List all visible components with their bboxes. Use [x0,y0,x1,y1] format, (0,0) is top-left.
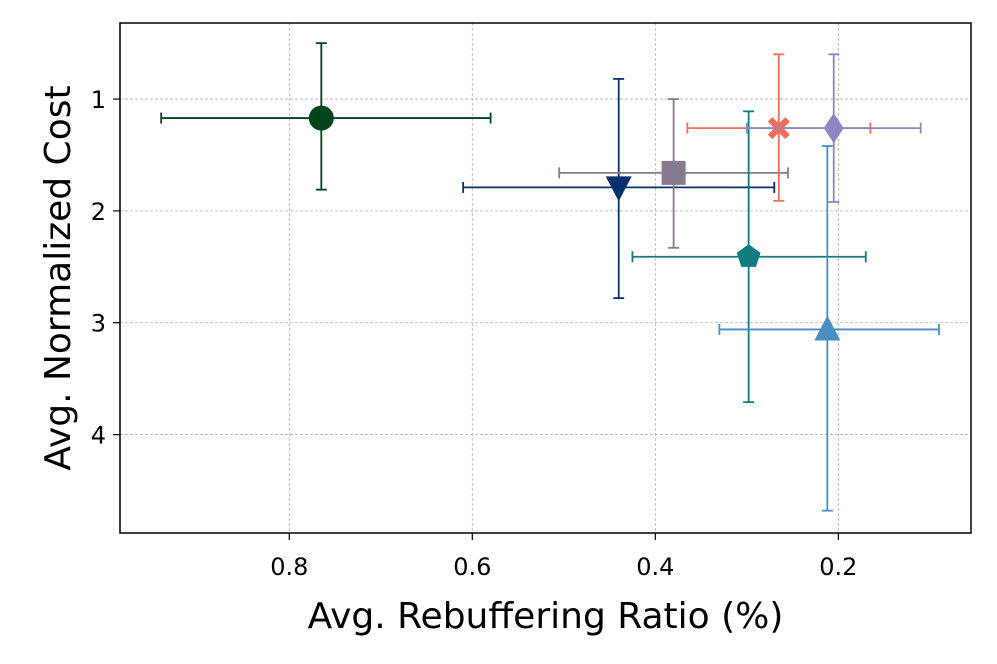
series-dark-green [160,42,492,191]
y-tick-label: 3 [91,310,106,338]
plot-frame [119,22,972,534]
x-axis-ticks: 0.8 0.6 0.4 0.2 [270,533,857,581]
x-tick-label: 0.6 [453,553,491,581]
y-tick-label: 4 [91,422,106,450]
x-tick-label: 0.4 [636,553,674,581]
y-tick-label: 1 [91,86,106,114]
series-group [160,42,940,512]
series-teal [631,110,867,404]
x-tick-label: 0.2 [819,553,857,581]
y-axis-ticks: 1 2 3 4 [91,86,120,450]
series-navy [462,78,776,300]
y-axis-label: Avg. Normalized Cost [38,85,79,470]
series-lavender [745,53,922,203]
data-point-square [661,160,686,185]
series-sky-blue [718,145,940,512]
data-point-pentagon [736,244,761,267]
data-point-triangle-up [814,315,841,341]
x-axis-label: Avg. Rebuffering Ratio (%) [308,596,784,637]
x-tick-label: 0.8 [270,553,308,581]
y-tick-label: 2 [91,198,106,226]
series-gray [558,98,789,249]
grid-lines [120,23,971,533]
data-point-diamond [823,113,844,144]
data-point-circle [308,105,334,131]
data-point-triangle-down [605,176,632,202]
